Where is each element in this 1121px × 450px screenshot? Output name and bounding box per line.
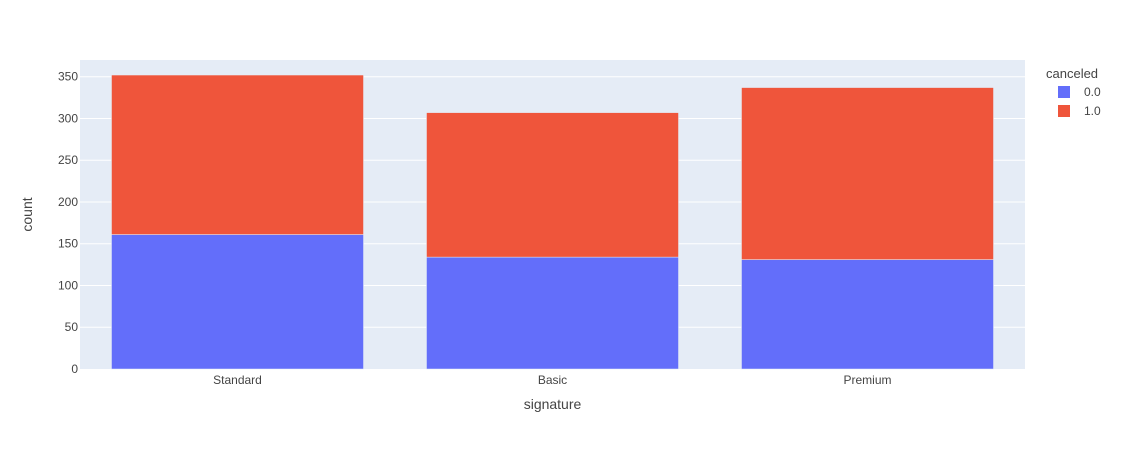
- y-tick-label: 100: [58, 278, 78, 292]
- y-tick-label: 50: [65, 320, 79, 334]
- legend-swatch[interactable]: [1058, 86, 1070, 98]
- bar-basic-1-0[interactable]: [426, 112, 679, 258]
- y-tick-label: 0: [71, 362, 78, 376]
- bar-premium-1-0[interactable]: [741, 87, 994, 260]
- legend-label[interactable]: 1.0: [1084, 104, 1101, 118]
- y-axis-ticks: 0 50 100 150 200 250 300 350: [58, 70, 78, 376]
- bar-standard-1-0[interactable]: [111, 74, 364, 235]
- y-tick-label: 150: [58, 237, 78, 251]
- bar-basic-0-0[interactable]: [426, 256, 679, 370]
- x-tick-label: Basic: [538, 373, 567, 387]
- legend: canceled 0.0 1.0: [1046, 66, 1101, 118]
- legend-title: canceled: [1046, 66, 1098, 81]
- y-axis-title: count: [19, 197, 35, 231]
- x-axis-ticks: Standard Basic Premium: [213, 373, 891, 387]
- x-axis-title: signature: [524, 396, 582, 412]
- y-tick-label: 200: [58, 195, 78, 209]
- bar-standard-0-0[interactable]: [111, 234, 364, 370]
- bars: [111, 74, 994, 370]
- x-tick-label: Premium: [843, 373, 891, 387]
- y-tick-label: 250: [58, 153, 78, 167]
- y-tick-label: 350: [58, 70, 78, 84]
- legend-swatch[interactable]: [1058, 105, 1070, 117]
- bar-premium-0-0[interactable]: [741, 259, 994, 370]
- y-tick-label: 300: [58, 111, 78, 125]
- legend-label[interactable]: 0.0: [1084, 85, 1101, 99]
- x-tick-label: Standard: [213, 373, 262, 387]
